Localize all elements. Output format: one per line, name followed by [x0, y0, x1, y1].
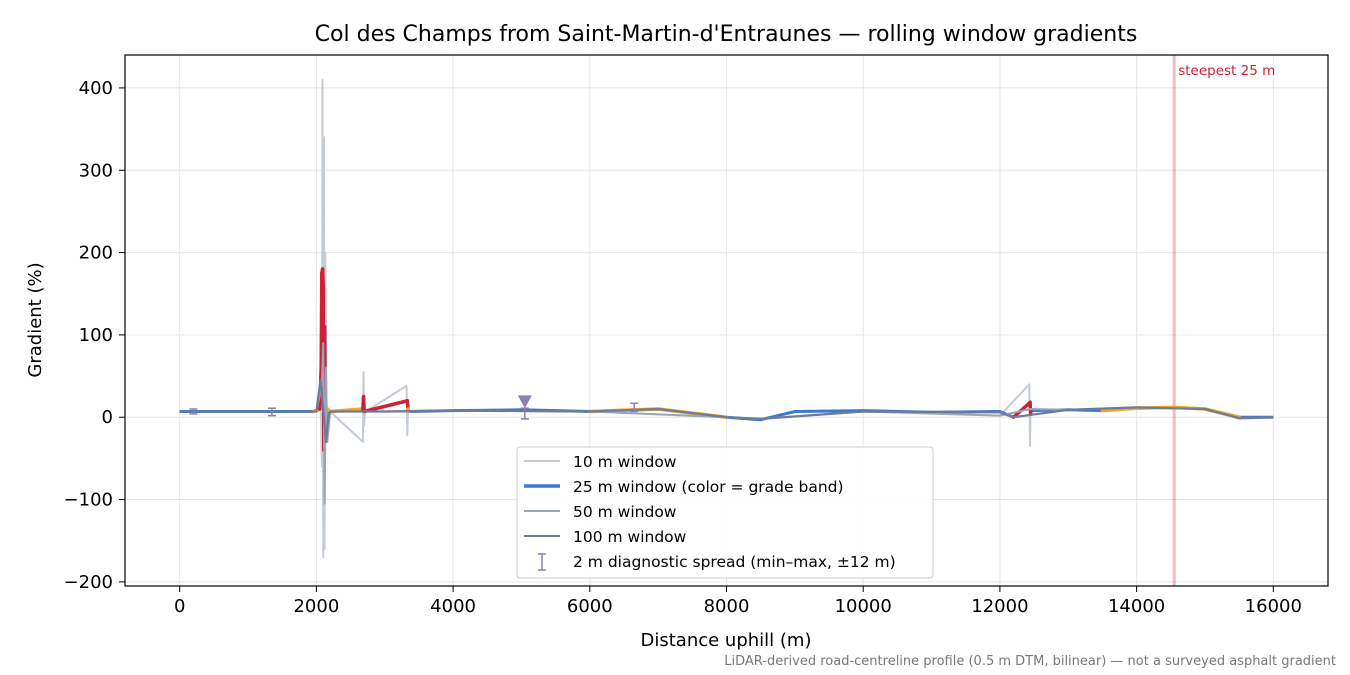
- steepest-25m-label: steepest 25 m: [1178, 63, 1275, 79]
- x-tick-label: 10000: [835, 596, 892, 617]
- x-tick-label: 0: [174, 596, 185, 617]
- series-25m-band-segment: [1011, 400, 1032, 419]
- diagnostic-errorbar: [267, 407, 276, 417]
- annotation-layer: steepest 25 m: [1172, 55, 1275, 586]
- series-100m-line: [179, 379, 1274, 443]
- legend-swatch-errorbar: [538, 553, 546, 571]
- x-tick-label: 12000: [971, 596, 1028, 617]
- diagnostic-triangle-marker: [517, 395, 532, 409]
- x-tick-label: 4000: [430, 596, 476, 617]
- x-axis-label: Distance uphill (m): [641, 630, 812, 651]
- y-tick-label: 0: [102, 407, 113, 428]
- x-tick-label: 2000: [293, 596, 339, 617]
- x-tick-label: 8000: [704, 596, 750, 617]
- series-25m-band-segment: [362, 399, 410, 414]
- x-tick-label: 14000: [1108, 596, 1165, 617]
- series-25m-band-segment: [361, 394, 366, 414]
- y-tick-label: 400: [79, 78, 113, 99]
- legend-label-10m: 10 m window: [573, 453, 677, 471]
- legend-box: [516, 446, 934, 579]
- diagnostic-errorbar: [189, 408, 198, 415]
- y-tick-label: 200: [79, 243, 113, 264]
- axis-ticks: 0 2000 4000 6000 8000 10000 12000 14000 16000−20…: [64, 78, 1302, 617]
- y-tick-label: 300: [79, 160, 113, 181]
- diagnostic-errorbar: [630, 402, 639, 413]
- legend-label-100m: 100 m window: [573, 528, 687, 546]
- y-tick-label: 100: [79, 325, 113, 346]
- y-tick-label: −100: [64, 490, 113, 511]
- legend-label-50m: 50 m window: [573, 503, 677, 521]
- y-axis-label: Gradient (%): [25, 262, 46, 377]
- series-10m-line: [179, 78, 1274, 559]
- series-25m-band-segment: [1028, 400, 1033, 415]
- footnote: LiDAR-derived road-centreline profile (0…: [724, 654, 1336, 669]
- y-tick-label: −200: [64, 572, 113, 593]
- legend-label-25m: 25 m window (color = grade band): [573, 478, 844, 496]
- x-tick-label: 6000: [567, 596, 613, 617]
- x-tick-label: 16000: [1245, 596, 1302, 617]
- chart-title: Col des Champs from Saint-Martin-d'Entra…: [315, 22, 1138, 47]
- series-layer: [179, 78, 1274, 559]
- legend-label-errorbar: 2 m diagnostic spread (min–max, ±12 m): [573, 553, 896, 571]
- legend: 10 m window 25 m window (color = grade b…: [516, 446, 934, 579]
- series-25m-band-segment: [320, 267, 325, 288]
